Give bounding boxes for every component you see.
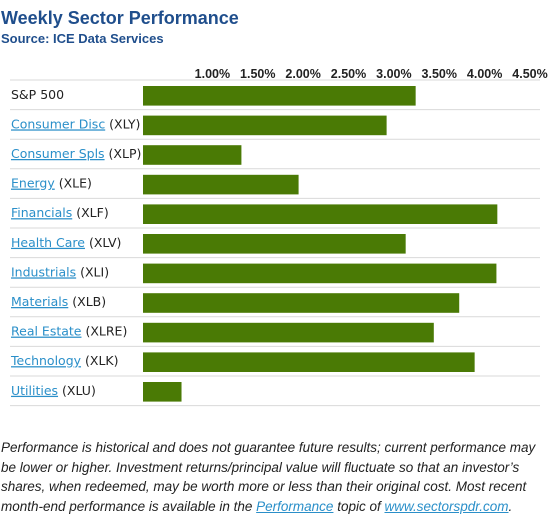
sector-link-label[interactable]: Energy (XLE) <box>11 176 92 191</box>
chart-source: Source: ICE Data Services <box>1 31 164 46</box>
x-tick-label: 4.50% <box>512 67 547 81</box>
x-tick-label: 2.00% <box>285 67 320 81</box>
bar <box>143 293 460 313</box>
sectorspdr-link[interactable]: www.sectorspdr.com <box>384 498 509 514</box>
x-tick-label: 1.00% <box>195 67 230 81</box>
bar <box>143 86 416 106</box>
footnote-text-1: Performance is historical and does not g… <box>1 440 536 514</box>
disclaimer-footnote: Performance is historical and does not g… <box>1 438 549 516</box>
footnote-text-2: topic of <box>333 498 385 514</box>
x-tick-label: 4.00% <box>467 67 502 81</box>
sector-link-label[interactable]: Utilities (XLU) <box>11 383 96 398</box>
bar <box>143 234 406 254</box>
sector-link-label[interactable]: Consumer Disc (XLY) <box>11 116 140 131</box>
performance-link[interactable]: Performance <box>256 498 334 514</box>
sector-link-label[interactable]: Technology (XLK) <box>10 353 118 368</box>
bar <box>143 382 182 402</box>
sector-link-label[interactable]: Health Care (XLV) <box>11 235 121 250</box>
sector-link-label[interactable]: Real Estate (XLRE) <box>11 324 127 339</box>
category-label: S&P 500 <box>11 87 64 102</box>
x-tick-label: 3.50% <box>422 67 457 81</box>
x-tick-label: 3.00% <box>376 67 411 81</box>
x-tick-label: 1.50% <box>240 67 275 81</box>
x-tick-label: 2.50% <box>331 67 366 81</box>
bar <box>143 352 475 372</box>
bar <box>143 204 498 224</box>
chart-title: Weekly Sector Performance <box>1 8 239 28</box>
bar <box>143 174 299 195</box>
sector-bar-chart: 1.00% 1.50% 2.00% 2.50% 3.00% 3.50% 4.00% 4.50%… <box>10 67 548 407</box>
footnote-text-3: . <box>508 498 513 514</box>
bar <box>143 322 434 343</box>
bar <box>143 115 387 136</box>
sector-link-label[interactable]: Financials (XLF) <box>11 205 109 220</box>
sector-link-label[interactable]: Industrials (XLI) <box>11 264 109 279</box>
sector-link-label[interactable]: Consumer Spls (XLP) <box>11 146 141 161</box>
sector-link-label[interactable]: Materials (XLB) <box>11 294 106 309</box>
bar <box>143 263 497 284</box>
bar <box>143 145 242 165</box>
